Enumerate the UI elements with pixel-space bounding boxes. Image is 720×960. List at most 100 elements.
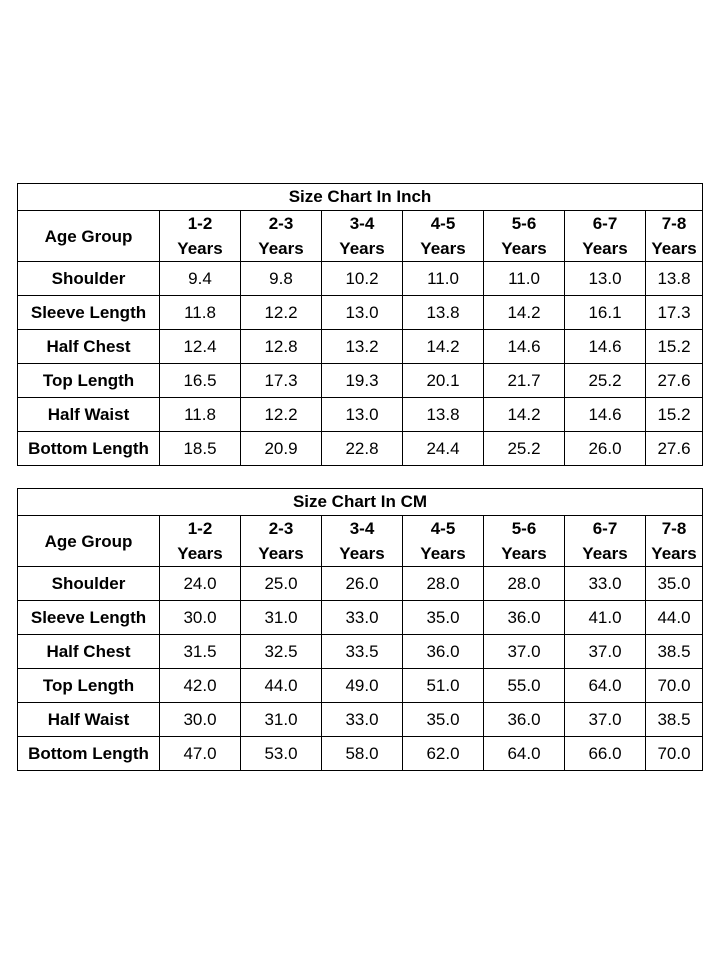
measurement-value: 41.0 [564,600,646,635]
measurement-value: 24.4 [402,431,484,466]
measurement-value: 37.0 [564,702,646,737]
age-unit: Years [651,544,697,563]
header-row: Age Group 1-2 Years 2-3 Years 3-4 Years 4-5 Year… [17,210,704,262]
table-title: Size Chart In CM [17,488,703,516]
measurement-label: Sleeve Length [17,295,160,330]
measurement-value: 9.4 [159,261,241,296]
age-unit: Years [420,239,466,258]
age-column-header: 6-7 Years [564,515,646,567]
measurement-value: 17.3 [644,295,704,330]
measurement-value: 37.0 [483,634,565,669]
age-range: 4-5 [430,214,456,233]
age-unit: Years [501,239,547,258]
measurement-label: Sleeve Length [17,600,160,635]
measurement-label: Shoulder [17,566,160,601]
measurement-label: Half Waist [17,702,160,737]
measurement-label: Half Waist [17,397,160,432]
measurement-value: 25.2 [564,363,646,398]
measurement-value: 33.0 [321,702,403,737]
age-group-header: Age Group [17,515,160,567]
measurement-value: 10.2 [321,261,403,296]
measurement-value: 14.2 [402,329,484,364]
age-group-header: Age Group [17,210,160,262]
measurement-value: 15.2 [644,397,704,432]
measurement-value: 38.5 [645,634,703,669]
age-unit: Years [258,544,304,563]
measurement-value: 16.5 [159,363,241,398]
measurement-label: Half Chest [17,634,160,669]
measurement-value: 27.6 [644,363,704,398]
table-title-row: Size Chart In CM [17,488,703,516]
measurement-value: 37.0 [564,634,646,669]
measurement-value: 19.3 [321,363,403,398]
measurement-value: 31.5 [159,634,241,669]
measurement-label: Half Chest [17,329,160,364]
table-title: Size Chart In Inch [16,183,704,211]
measurement-value: 17.3 [240,363,322,398]
measurement-value: 14.6 [483,329,565,364]
measurement-value: 31.0 [240,600,322,635]
age-column-header: 2-3 Years [240,515,322,567]
table-row: Half Waist 30.0 31.0 33.0 35.0 36.0 37.0 38.5 [17,702,703,737]
measurement-value: 36.0 [402,634,484,669]
measurement-value: 38.5 [645,702,703,737]
measurement-value: 24.0 [159,566,241,601]
measurement-value: 30.0 [159,702,241,737]
age-column-header: 6-7 Years [564,210,646,262]
age-range: 6-7 [592,214,618,233]
measurement-value: 20.1 [402,363,484,398]
measurement-value: 28.0 [402,566,484,601]
table-row: Bottom Length 18.5 20.9 22.8 24.4 25.2 26.0 27.… [17,431,704,466]
table-row: Top Length 42.0 44.0 49.0 51.0 55.0 64.0 70.0 [17,668,703,703]
measurement-value: 20.9 [240,431,322,466]
measurement-value: 13.0 [321,295,403,330]
measurement-value: 28.0 [483,566,565,601]
measurement-value: 11.8 [159,295,241,330]
age-unit: Years [339,544,385,563]
age-column-header: 7-8 Years [644,210,704,262]
age-unit: Years [651,239,697,258]
measurement-value: 12.4 [159,329,241,364]
measurement-value: 53.0 [240,736,322,771]
measurement-value: 9.8 [240,261,322,296]
measurement-value: 21.7 [483,363,565,398]
measurement-value: 12.8 [240,329,322,364]
age-range: 1-2 [187,519,213,538]
measurement-value: 13.8 [644,261,704,296]
measurement-value: 35.0 [645,566,703,601]
table-row: Top Length 16.5 17.3 19.3 20.1 21.7 25.2 27.6 [17,363,704,398]
age-column-header: 4-5 Years [402,515,484,567]
age-column-header: 3-4 Years [321,515,403,567]
measurement-value: 66.0 [564,736,646,771]
age-column-header: 5-6 Years [483,210,565,262]
age-unit: Years [177,239,223,258]
measurement-value: 13.8 [402,397,484,432]
age-unit: Years [420,544,466,563]
measurement-label: Bottom Length [17,431,160,466]
age-range: 3-4 [349,214,375,233]
age-column-header: 4-5 Years [402,210,484,262]
measurement-value: 44.0 [645,600,703,635]
table-row: Bottom Length 47.0 53.0 58.0 62.0 64.0 66.0 70.… [17,736,703,771]
measurement-value: 27.6 [644,431,704,466]
measurement-value: 13.0 [564,261,646,296]
measurement-value: 64.0 [564,668,646,703]
measurement-value: 32.5 [240,634,322,669]
measurement-value: 14.2 [483,295,565,330]
measurement-value: 11.8 [159,397,241,432]
measurement-value: 13.0 [321,397,403,432]
age-unit: Years [582,239,628,258]
age-range: 2-3 [268,214,294,233]
measurement-value: 15.2 [644,329,704,364]
age-unit: Years [501,544,547,563]
age-column-header: 1-2 Years [159,210,241,262]
measurement-value: 51.0 [402,668,484,703]
table-row: Half Waist 11.8 12.2 13.0 13.8 14.2 14.6 15.2 [17,397,704,432]
age-unit: Years [258,239,304,258]
measurement-value: 55.0 [483,668,565,703]
measurement-value: 70.0 [645,736,703,771]
age-range: 1-2 [187,214,213,233]
measurement-value: 62.0 [402,736,484,771]
age-range: 7-8 [661,214,687,233]
measurement-value: 44.0 [240,668,322,703]
